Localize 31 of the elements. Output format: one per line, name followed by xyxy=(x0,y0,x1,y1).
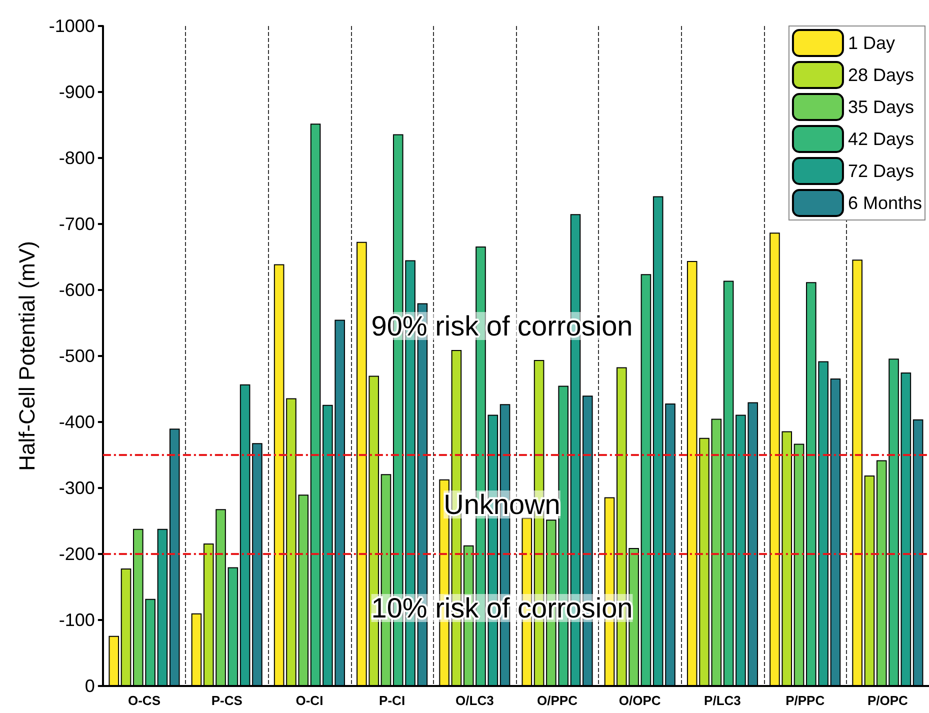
x-tick-label: P-CS xyxy=(211,693,243,708)
legend-label: 35 Days xyxy=(848,97,914,117)
x-tick-label: O/LC3 xyxy=(456,693,494,708)
x-tick-label: P/PPC xyxy=(786,693,826,708)
y-tick-label: -500 xyxy=(58,346,95,366)
y-tick-label: -800 xyxy=(58,148,95,168)
y-tick-label: -200 xyxy=(58,544,95,564)
y-axis-title: Half-Cell Potential (mV) xyxy=(14,241,40,471)
legend-label: 1 Day xyxy=(848,33,895,53)
x-tick-label: O-CS xyxy=(128,693,161,708)
y-tick-label: -400 xyxy=(58,412,95,432)
y-tick-label: -600 xyxy=(58,280,95,300)
x-tick-label: O-CI xyxy=(296,693,324,708)
annotation: Unknown xyxy=(444,489,560,520)
legend-label: 72 Days xyxy=(848,161,914,181)
y-tick-label: -1000 xyxy=(48,16,95,36)
y-tick-label: -900 xyxy=(58,82,95,102)
y-tick-label: 0 xyxy=(84,676,95,696)
y-tick-label: -100 xyxy=(58,610,95,630)
y-tick-label: -300 xyxy=(58,478,95,498)
legend-label: 42 Days xyxy=(848,129,914,149)
x-tick-label: O/PPC xyxy=(537,693,578,708)
x-tick-label: O/OPC xyxy=(618,693,662,708)
annotation: 10% risk of corrosion xyxy=(371,592,633,624)
legend-label: 28 Days xyxy=(848,65,914,85)
x-tick-label: P/OPC xyxy=(867,693,909,708)
legend-label: 6 Months xyxy=(848,193,922,213)
annotation: 90% risk of corrosion xyxy=(371,310,633,342)
x-tick-label: P/LC3 xyxy=(704,693,741,708)
x-tick-label: P-CI xyxy=(379,693,406,708)
y-tick-label: -700 xyxy=(58,214,95,234)
